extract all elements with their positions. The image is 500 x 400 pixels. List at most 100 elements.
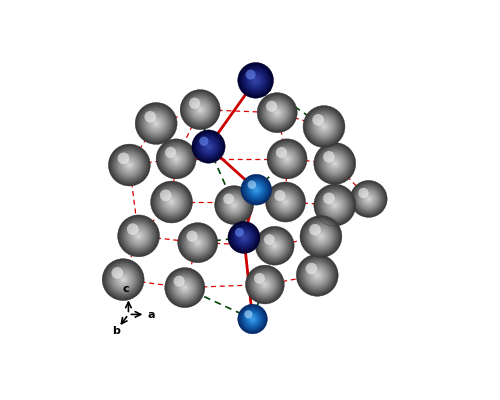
Circle shape: [334, 204, 336, 206]
Circle shape: [187, 96, 214, 123]
Circle shape: [247, 314, 258, 324]
Circle shape: [317, 120, 331, 134]
Circle shape: [112, 267, 123, 279]
Circle shape: [129, 226, 148, 246]
Circle shape: [276, 111, 278, 114]
Circle shape: [245, 178, 268, 201]
Circle shape: [174, 157, 178, 161]
Circle shape: [278, 150, 295, 168]
Circle shape: [184, 94, 216, 126]
Circle shape: [315, 118, 333, 136]
Circle shape: [252, 77, 259, 84]
Circle shape: [110, 146, 148, 184]
Circle shape: [164, 194, 179, 210]
Circle shape: [137, 234, 140, 237]
Circle shape: [318, 120, 330, 133]
Circle shape: [304, 263, 330, 288]
Circle shape: [114, 150, 144, 180]
Circle shape: [258, 94, 296, 131]
Circle shape: [276, 192, 295, 212]
Circle shape: [246, 312, 260, 326]
Circle shape: [119, 154, 140, 176]
Circle shape: [248, 182, 264, 198]
Circle shape: [240, 233, 248, 242]
Circle shape: [181, 90, 220, 129]
Circle shape: [194, 104, 206, 116]
Circle shape: [198, 136, 219, 157]
Circle shape: [197, 135, 220, 158]
Circle shape: [244, 310, 262, 328]
Circle shape: [249, 182, 264, 197]
Circle shape: [248, 180, 256, 189]
Circle shape: [112, 268, 135, 292]
Circle shape: [326, 196, 344, 214]
Circle shape: [274, 146, 300, 172]
Circle shape: [262, 282, 268, 287]
Circle shape: [314, 230, 327, 243]
Circle shape: [248, 181, 265, 198]
Circle shape: [134, 231, 143, 241]
Circle shape: [270, 241, 280, 250]
Circle shape: [351, 181, 386, 217]
Circle shape: [126, 223, 151, 248]
Circle shape: [266, 183, 305, 221]
Circle shape: [121, 157, 138, 174]
Circle shape: [240, 234, 247, 241]
Circle shape: [128, 163, 132, 167]
Circle shape: [232, 203, 236, 207]
Circle shape: [310, 268, 324, 282]
Circle shape: [183, 228, 212, 257]
Circle shape: [184, 229, 212, 257]
Circle shape: [242, 236, 246, 239]
Circle shape: [278, 150, 296, 168]
Circle shape: [207, 145, 210, 148]
Circle shape: [246, 70, 266, 90]
Circle shape: [243, 310, 262, 328]
Circle shape: [324, 153, 345, 174]
Circle shape: [253, 273, 276, 296]
Circle shape: [230, 201, 238, 209]
Circle shape: [117, 273, 130, 286]
Circle shape: [171, 154, 181, 164]
Circle shape: [186, 231, 210, 255]
Circle shape: [313, 271, 322, 280]
Circle shape: [274, 190, 297, 214]
Circle shape: [242, 308, 264, 330]
Circle shape: [161, 144, 192, 174]
Circle shape: [328, 198, 342, 212]
Circle shape: [271, 107, 283, 119]
Circle shape: [329, 200, 340, 211]
Circle shape: [368, 198, 370, 200]
Circle shape: [200, 138, 218, 156]
Circle shape: [265, 101, 289, 125]
Circle shape: [229, 200, 239, 210]
Circle shape: [187, 232, 208, 253]
Circle shape: [102, 259, 144, 300]
Circle shape: [120, 155, 139, 175]
Circle shape: [368, 198, 370, 200]
Circle shape: [194, 239, 202, 247]
Circle shape: [120, 156, 138, 174]
Circle shape: [160, 190, 184, 214]
Circle shape: [244, 311, 260, 327]
Circle shape: [262, 233, 287, 259]
Circle shape: [184, 93, 217, 126]
Circle shape: [246, 265, 284, 304]
Circle shape: [332, 203, 337, 207]
Circle shape: [254, 78, 258, 82]
Circle shape: [254, 274, 276, 296]
Circle shape: [264, 100, 290, 125]
Circle shape: [148, 115, 164, 132]
Circle shape: [152, 182, 192, 222]
Circle shape: [326, 197, 343, 214]
Circle shape: [119, 276, 128, 284]
Circle shape: [244, 177, 269, 202]
Circle shape: [172, 154, 181, 164]
Circle shape: [174, 156, 179, 162]
Circle shape: [135, 232, 142, 239]
Circle shape: [242, 235, 246, 240]
Circle shape: [244, 177, 268, 202]
Circle shape: [142, 109, 171, 138]
Circle shape: [332, 160, 338, 167]
Circle shape: [185, 230, 210, 255]
